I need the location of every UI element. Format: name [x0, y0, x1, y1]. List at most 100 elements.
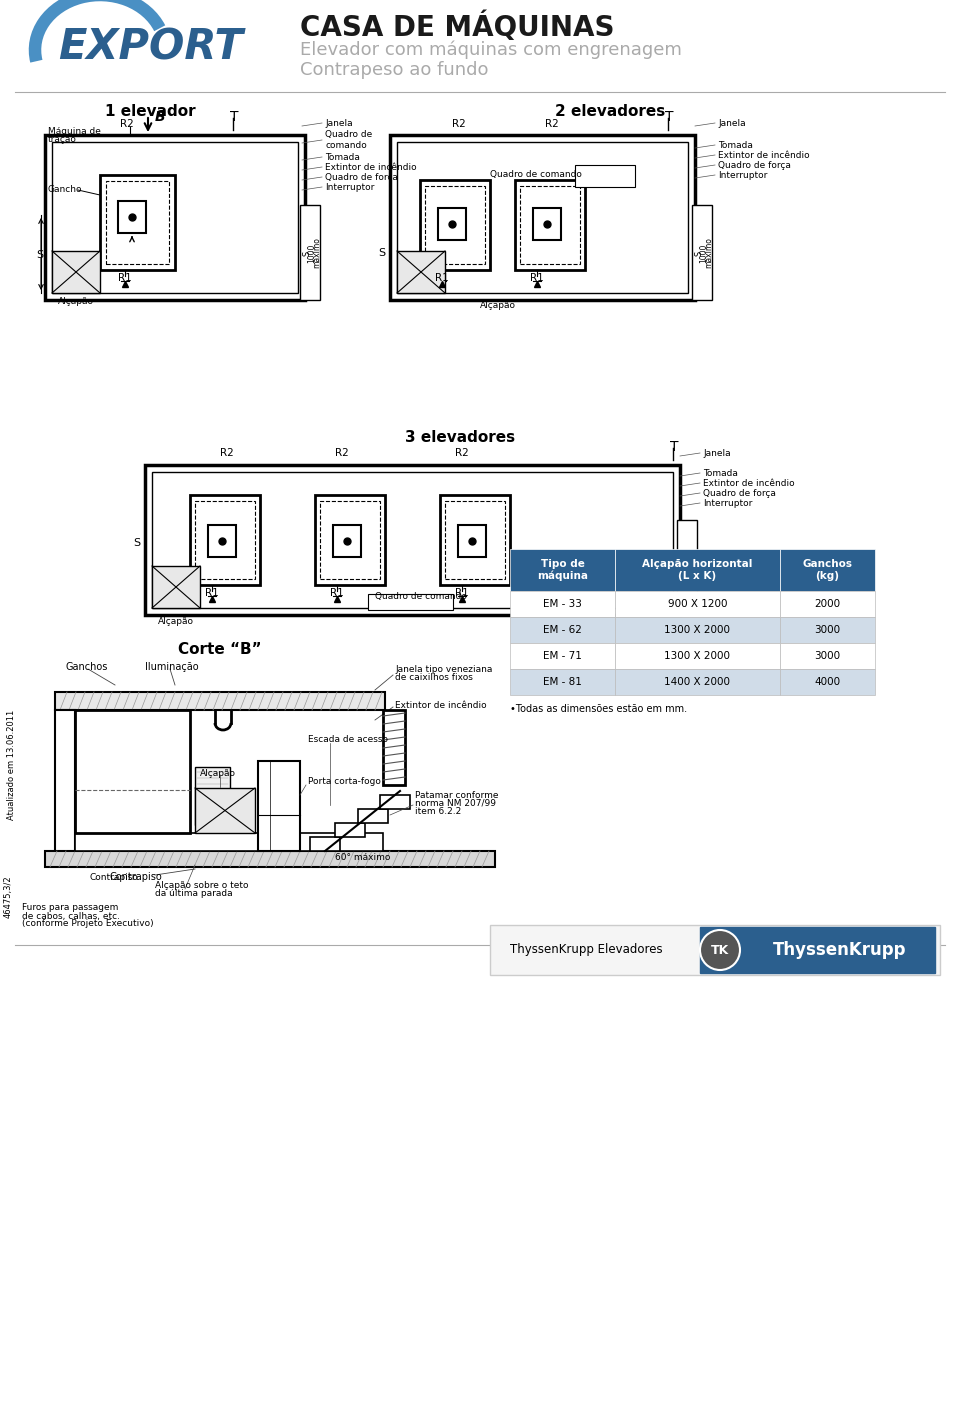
- Bar: [520, 185, 580, 264]
- Bar: [510, 669, 615, 695]
- Bar: [780, 643, 875, 669]
- Bar: [780, 669, 875, 695]
- Bar: [780, 617, 875, 643]
- Text: Furos para passagem: Furos para passagem: [22, 903, 118, 912]
- Text: Extintor de incêndio: Extintor de incêndio: [718, 150, 809, 160]
- Text: Janela: Janela: [703, 448, 731, 458]
- Text: 60° máximo: 60° máximo: [335, 853, 391, 861]
- Bar: [700, 927, 935, 974]
- Text: 3000: 3000: [814, 625, 841, 635]
- Circle shape: [700, 930, 740, 969]
- Text: Tomada: Tomada: [325, 153, 360, 162]
- Text: Extintor de incêndio: Extintor de incêndio: [703, 479, 795, 488]
- Text: da última parada: da última parada: [155, 888, 232, 898]
- Text: 46475,3/2: 46475,3/2: [4, 875, 12, 919]
- Bar: [510, 592, 615, 617]
- Text: R1: R1: [205, 589, 219, 599]
- Bar: [310, 837, 340, 851]
- Bar: [615, 549, 780, 592]
- Text: de caixilhos fixos: de caixilhos fixos: [395, 673, 473, 683]
- Text: Quadro de comando: Quadro de comando: [490, 170, 582, 180]
- Text: Máquina de: Máquina de: [48, 128, 101, 136]
- Text: 2000: 2000: [814, 599, 841, 608]
- Bar: [315, 495, 385, 584]
- Text: Quadro de comando: Quadro de comando: [375, 593, 467, 601]
- Text: S: S: [694, 250, 704, 256]
- Bar: [335, 823, 365, 837]
- Text: R2: R2: [120, 119, 133, 129]
- Bar: [445, 502, 505, 579]
- Text: Quadro de força: Quadro de força: [703, 489, 776, 497]
- Text: R1: R1: [118, 273, 132, 282]
- Bar: [397, 251, 445, 294]
- Text: 900 X 1200: 900 X 1200: [668, 599, 728, 608]
- Bar: [208, 525, 236, 556]
- Text: Contrapiso: Contrapiso: [90, 873, 139, 881]
- Text: máximo: máximo: [705, 237, 713, 268]
- Text: Gancho: Gancho: [48, 185, 83, 194]
- Text: Alçapão sobre o teto: Alçapão sobre o teto: [155, 881, 249, 889]
- Text: Contrapiso: Contrapiso: [110, 873, 163, 882]
- Bar: [52, 142, 298, 294]
- Text: B: B: [155, 110, 166, 124]
- Text: norma NM 207/99: norma NM 207/99: [415, 798, 496, 808]
- Bar: [533, 208, 561, 240]
- Text: S: S: [133, 538, 140, 548]
- Bar: [780, 592, 875, 617]
- Bar: [45, 851, 495, 867]
- Text: EM - 62: EM - 62: [543, 625, 582, 635]
- Bar: [510, 617, 615, 643]
- Bar: [106, 181, 169, 264]
- Bar: [45, 135, 305, 301]
- Text: Alçapão horizontal
(L x K): Alçapão horizontal (L x K): [642, 559, 753, 580]
- Text: Alçapão: Alçapão: [200, 769, 236, 777]
- Text: Escada de acesso: Escada de acesso: [308, 735, 388, 745]
- Text: S: S: [36, 250, 43, 260]
- Text: Ganchos: Ganchos: [65, 662, 108, 672]
- Text: •Todas as dimensões estão em mm.: •Todas as dimensões estão em mm.: [510, 704, 687, 714]
- Text: Alçapão: Alçapão: [58, 298, 94, 306]
- Text: 1300 X 2000: 1300 X 2000: [664, 625, 731, 635]
- Text: (conforme Projeto Executivo): (conforme Projeto Executivo): [22, 919, 154, 929]
- Bar: [780, 549, 875, 592]
- Text: máximo: máximo: [689, 552, 699, 583]
- Bar: [510, 549, 615, 592]
- Text: Tipo de
máquina: Tipo de máquina: [537, 559, 588, 582]
- Text: Quadro de
comando: Quadro de comando: [325, 131, 372, 150]
- Text: TK: TK: [710, 944, 730, 957]
- Text: Interruptor: Interruptor: [325, 183, 374, 191]
- Text: R2: R2: [455, 448, 468, 458]
- Bar: [320, 502, 380, 579]
- Bar: [615, 592, 780, 617]
- Bar: [190, 495, 260, 584]
- Bar: [55, 693, 385, 710]
- Text: EM - 71: EM - 71: [543, 651, 582, 660]
- Bar: [75, 710, 190, 833]
- Text: Tomada: Tomada: [718, 140, 753, 149]
- Bar: [515, 180, 585, 270]
- Text: Ganchos
(kg): Ganchos (kg): [803, 559, 852, 580]
- Bar: [155, 721, 187, 735]
- Text: Tomada: Tomada: [703, 468, 738, 478]
- Bar: [300, 205, 320, 301]
- Bar: [195, 788, 255, 833]
- Text: 1300 X 2000: 1300 X 2000: [664, 651, 731, 660]
- Text: 3000: 3000: [814, 651, 841, 660]
- Bar: [458, 525, 486, 556]
- Text: T: T: [665, 110, 674, 124]
- Text: EM - 81: EM - 81: [543, 677, 582, 687]
- Text: máximo: máximo: [313, 237, 322, 268]
- Text: ThyssenKrupp Elevadores: ThyssenKrupp Elevadores: [510, 944, 662, 957]
- Text: R2: R2: [220, 448, 233, 458]
- Bar: [55, 710, 75, 856]
- Text: Contrapeso ao fundo: Contrapeso ao fundo: [300, 60, 489, 79]
- Text: Quadro de força: Quadro de força: [718, 160, 791, 170]
- Bar: [152, 566, 200, 608]
- Text: de cabos, calhas, etc.: de cabos, calhas, etc.: [22, 912, 120, 920]
- Text: Patamar conforme: Patamar conforme: [415, 791, 498, 799]
- Text: T: T: [670, 440, 679, 454]
- Bar: [358, 809, 388, 823]
- Bar: [75, 833, 383, 851]
- Bar: [425, 185, 485, 264]
- Bar: [677, 520, 697, 615]
